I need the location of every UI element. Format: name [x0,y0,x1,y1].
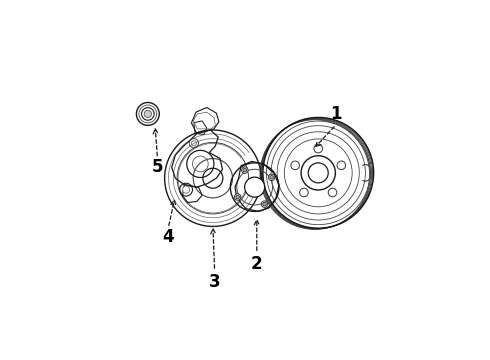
Circle shape [245,177,265,197]
Circle shape [300,188,308,197]
Text: 4: 4 [162,228,174,246]
Text: 3: 3 [209,273,221,291]
Text: 5: 5 [152,158,163,176]
Circle shape [144,110,151,118]
Circle shape [328,188,337,197]
Circle shape [314,144,322,153]
Circle shape [269,174,275,180]
Text: 2: 2 [251,255,263,273]
Circle shape [243,168,246,172]
Circle shape [242,167,248,174]
Circle shape [261,201,268,207]
Circle shape [270,176,273,179]
Circle shape [236,195,240,199]
Circle shape [263,202,266,206]
Circle shape [337,161,345,170]
Circle shape [291,161,299,170]
Circle shape [308,163,328,183]
Circle shape [203,168,223,188]
Circle shape [182,186,190,193]
Text: 1: 1 [330,105,342,123]
Circle shape [234,194,241,200]
